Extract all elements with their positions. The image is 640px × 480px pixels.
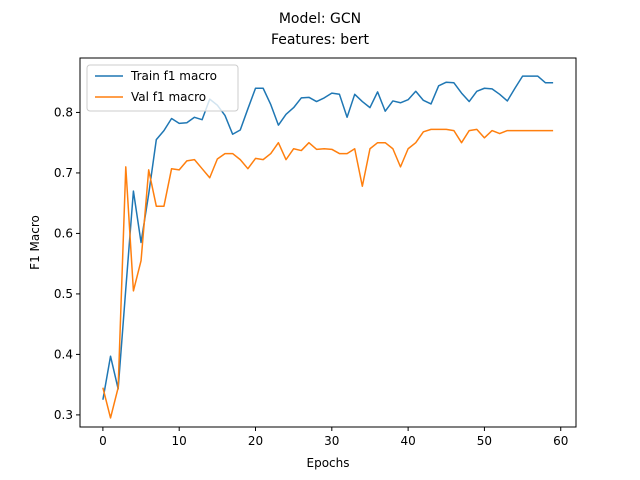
series-lines [102, 75, 554, 419]
y-tick-label: 0.7 [54, 166, 73, 180]
chart-title-line-1: Model: GCN [279, 11, 361, 27]
y-tick-label: 0.6 [54, 226, 73, 240]
x-tick-label: 40 [400, 434, 415, 448]
series-line-train [102, 75, 554, 400]
y-axis-ticks: 0.3 0.4 0.5 0.6 0.7 0.8 [54, 105, 80, 422]
plot-area-frame [79, 57, 577, 428]
y-axis-label: F1 Macro [28, 215, 42, 270]
y-tick-label: 0.5 [54, 287, 73, 301]
x-tick-label: 30 [324, 434, 339, 448]
legend-label-val: Val f1 macro [131, 90, 206, 104]
x-tick-label: 60 [553, 434, 568, 448]
y-tick-label: 0.8 [54, 105, 73, 119]
x-axis-ticks: 0 10 20 30 40 50 60 [99, 427, 568, 448]
legend: Train f1 macro Val f1 macro [86, 64, 239, 112]
legend-label-train: Train f1 macro [130, 69, 217, 83]
y-tick-label: 0.4 [54, 347, 73, 361]
x-tick-label: 10 [172, 434, 187, 448]
x-tick-label: 0 [99, 434, 107, 448]
x-tick-label: 50 [477, 434, 492, 448]
y-tick-label: 0.3 [54, 408, 73, 422]
x-tick-label: 20 [248, 434, 263, 448]
x-axis-label: Epochs [307, 456, 350, 470]
legend-box [86, 64, 239, 112]
series-line-val [102, 128, 554, 419]
chart-title-line-2: Features: bert [271, 32, 370, 48]
